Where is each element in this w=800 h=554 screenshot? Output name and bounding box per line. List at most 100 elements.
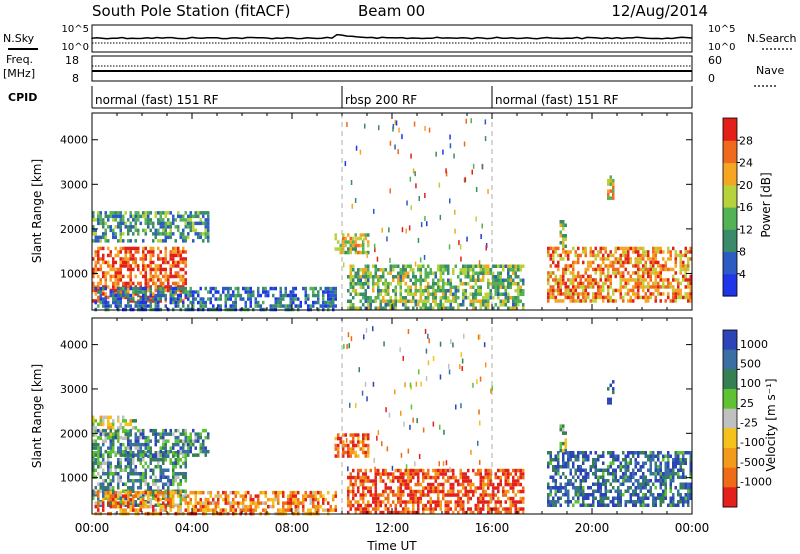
echo-cell — [469, 278, 472, 282]
echo-cell — [577, 285, 580, 289]
echo-cell — [460, 256, 462, 262]
echo-cell — [117, 290, 120, 294]
echo-cell — [132, 494, 135, 498]
echo-cell — [307, 494, 310, 498]
echo-cell — [432, 421, 435, 427]
echo-cell — [447, 475, 450, 480]
echo-cell — [179, 253, 182, 258]
echo-cell — [182, 494, 185, 498]
echo-cell — [584, 454, 587, 458]
echo-cell — [107, 214, 110, 219]
echo-cell — [487, 292, 490, 296]
echo-cell — [149, 490, 152, 495]
echo-cell — [409, 424, 411, 430]
echo-cell — [592, 496, 595, 500]
echo-cell — [564, 486, 567, 490]
echo-cell — [579, 274, 582, 279]
echo-cell — [402, 303, 405, 307]
echo-cell — [682, 503, 685, 507]
echo-cell — [649, 493, 652, 497]
echo-cell — [382, 468, 385, 473]
echo-cell — [617, 500, 620, 504]
echo-cell — [599, 267, 602, 272]
echo-cell — [137, 449, 140, 454]
echo-cell — [112, 285, 115, 289]
echo-cell — [479, 486, 482, 490]
echo-cell — [599, 274, 602, 279]
echo-cell — [119, 458, 122, 462]
echo-cell — [124, 304, 127, 308]
echo-cell — [584, 299, 587, 303]
echo-cell — [609, 175, 612, 179]
echo-cell — [354, 450, 357, 455]
echo-cell — [172, 218, 175, 222]
echo-cell — [357, 243, 360, 248]
echo-cell — [94, 453, 97, 457]
echo-cell — [512, 482, 515, 487]
echo-cell — [629, 299, 632, 303]
echo-cell — [242, 494, 245, 498]
echo-cell — [362, 489, 365, 494]
echo-cell — [450, 339, 452, 344]
echo-cell — [644, 295, 647, 300]
echo-cell — [134, 446, 137, 450]
echo-cell — [187, 218, 190, 222]
echo-cell — [644, 260, 647, 265]
echo-cell — [462, 510, 465, 515]
echo-cell — [94, 419, 97, 423]
echo-cell — [92, 468, 95, 472]
echo-cell — [624, 461, 627, 465]
echo-cell — [594, 489, 597, 493]
echo-cell — [649, 264, 652, 268]
echo-cell — [247, 286, 250, 291]
echo-cell — [472, 271, 475, 275]
echo-cell — [577, 458, 580, 462]
echo-cell — [579, 486, 582, 490]
echo-cell — [414, 299, 417, 303]
echo-cell — [352, 493, 355, 497]
echo-cell — [522, 306, 525, 310]
echo-cell — [492, 285, 495, 289]
echo-cell — [462, 282, 465, 286]
echo-cell — [609, 295, 612, 300]
echo-cell — [392, 289, 395, 293]
echo-cell — [312, 497, 315, 502]
echo-cell — [684, 285, 687, 289]
echo-cell — [449, 278, 452, 282]
echo-cell — [109, 479, 112, 483]
echo-cell — [119, 211, 122, 215]
echo-cell — [104, 274, 107, 279]
echo-cell — [482, 475, 485, 480]
echo-cell — [182, 274, 185, 279]
echo-cell — [279, 490, 282, 495]
echo-cell — [662, 489, 665, 493]
echo-cell — [187, 297, 190, 301]
echo-cell — [667, 257, 670, 261]
echo-cell — [122, 415, 125, 420]
echo-cell — [99, 486, 102, 490]
echo-cell — [207, 228, 210, 233]
echo-cell — [679, 451, 682, 455]
echo-cell — [490, 388, 492, 394]
echo-cell — [474, 486, 477, 490]
echo-cell — [549, 253, 552, 258]
echo-cell — [662, 454, 665, 458]
cpid-segment-label: normal (fast) 151 RF — [495, 93, 619, 107]
echo-cell — [592, 285, 595, 289]
echo-cell — [599, 496, 602, 500]
echo-cell — [597, 500, 600, 504]
echo-cell — [179, 490, 182, 495]
echo-cell — [409, 264, 412, 268]
echo-cell — [159, 293, 162, 298]
echo-cell — [417, 303, 420, 307]
echo-cell — [167, 479, 170, 483]
echo-cell — [642, 295, 645, 300]
echo-cell — [449, 306, 452, 310]
echo-cell — [127, 218, 130, 222]
echo-cell — [117, 435, 120, 440]
echo-cell — [322, 497, 325, 502]
echo-cell — [162, 293, 165, 298]
echo-cell — [689, 458, 692, 462]
echo-cell — [104, 228, 107, 233]
echo-cell — [509, 472, 512, 476]
